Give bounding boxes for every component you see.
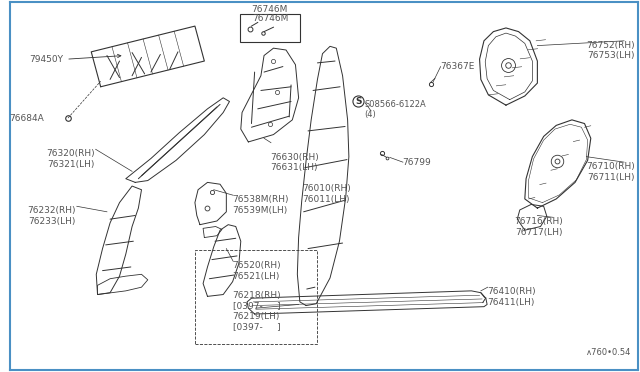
- Text: 76010(RH)
76011(LH): 76010(RH) 76011(LH): [301, 184, 351, 203]
- Text: 76410(RH)
76411(LH): 76410(RH) 76411(LH): [487, 287, 536, 307]
- Text: 76520(RH)
76521(LH): 76520(RH) 76521(LH): [232, 262, 281, 281]
- Text: S: S: [355, 97, 362, 106]
- Bar: [195, 250, 317, 344]
- Text: 76218(RH)
[0397-     ]
76219(LH)
[0397-     ]: 76218(RH) [0397- ] 76219(LH) [0397- ]: [232, 291, 281, 331]
- Text: 76799: 76799: [403, 158, 431, 167]
- Text: 76630(RH)
76631(LH): 76630(RH) 76631(LH): [270, 153, 319, 172]
- Text: 76684A: 76684A: [10, 113, 44, 122]
- Text: 76538M(RH)
76539M(LH): 76538M(RH) 76539M(LH): [232, 195, 289, 215]
- Text: 76232(RH)
76233(LH): 76232(RH) 76233(LH): [27, 206, 76, 226]
- Text: 76746M: 76746M: [252, 4, 288, 14]
- Text: 76716(RH)
76717(LH): 76716(RH) 76717(LH): [514, 217, 563, 237]
- Text: 76710(RH)
76711(LH): 76710(RH) 76711(LH): [586, 162, 635, 182]
- Text: ∧760•0.54: ∧760•0.54: [586, 348, 632, 357]
- Text: 76746M: 76746M: [252, 14, 289, 23]
- Text: 76320(RH)
76321(LH): 76320(RH) 76321(LH): [45, 149, 94, 169]
- Text: 76752(RH)
76753(LH): 76752(RH) 76753(LH): [586, 41, 635, 60]
- Text: 76367E: 76367E: [440, 62, 474, 71]
- Text: S08566-6122A
(4): S08566-6122A (4): [365, 100, 426, 119]
- Text: 79450Y: 79450Y: [29, 55, 63, 64]
